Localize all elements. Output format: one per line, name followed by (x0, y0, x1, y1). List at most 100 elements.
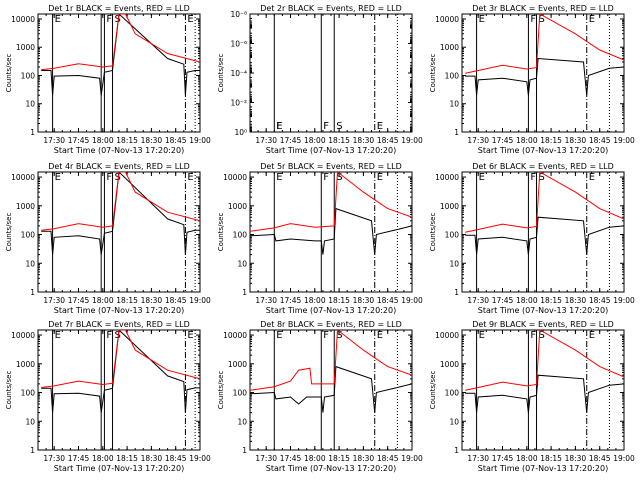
y-tick-label: 100 (21, 389, 36, 398)
x-tick-label: 17:30 (467, 136, 489, 145)
events-series-line (41, 330, 200, 413)
x-axis-label: Start Time (07-Nov-13 17:20:20) (54, 146, 184, 155)
y-tick-label: 10000 (11, 15, 35, 24)
lld-series-line (41, 172, 200, 231)
y-tick-label: 10⁻⁴ (230, 69, 247, 78)
x-tick-label: 17:45 (280, 454, 302, 463)
event-marker-letter: E (55, 14, 61, 25)
x-tick-label: 18:30 (565, 136, 587, 145)
y-tick-label: 10000 (223, 173, 247, 182)
x-tick-label: 18:45 (377, 136, 399, 145)
x-tick-label: 17:30 (467, 454, 489, 463)
plot-frame (461, 171, 625, 293)
x-tick-label: 18:00 (304, 296, 326, 305)
x-tick-label: 18:15 (540, 454, 562, 463)
y-tick-label: 10 (25, 417, 35, 426)
detector-panel: Det 4r BLACK = Events, RED = LLD 17:30 17:… (5, 162, 211, 315)
event-marker-letter: F (530, 172, 536, 183)
y-tick-label: 1000 (440, 202, 459, 211)
x-tick-label: 17:45 (492, 136, 514, 145)
x-tick-label: 17:30 (43, 136, 65, 145)
event-marker-letter: E (589, 172, 595, 183)
y-axis-label: Counts/sec (217, 213, 225, 252)
y-tick-label: 10000 (223, 331, 247, 340)
y-tick-label: 1000 (16, 43, 35, 52)
y-tick-label: 100 (21, 71, 36, 80)
y-tick-label: 10 (449, 100, 459, 109)
x-tick-label: 18:45 (165, 454, 187, 463)
x-tick-label: 18:00 (92, 136, 114, 145)
x-tick-label: 17:30 (467, 296, 489, 305)
lld-series-line (465, 14, 624, 74)
x-tick-label: 18:15 (328, 454, 350, 463)
y-tick-label: 10 (449, 259, 459, 268)
event-marker-letter: S (115, 172, 121, 183)
event-marker-letter: S (115, 330, 121, 341)
y-axis-label: Counts/sec (217, 54, 225, 93)
detector-panel: Det 8r BLACK = Events, RED = LLD 17:30 17:… (217, 320, 423, 473)
x-tick-label: 18:45 (165, 296, 187, 305)
event-marker-letter: S (336, 172, 342, 183)
y-tick-label: 1000 (440, 360, 459, 369)
y-tick-label: 10 (237, 417, 247, 426)
panel-title: Det 4r BLACK = Events, RED = LLD (48, 162, 190, 171)
y-tick-label: 10000 (11, 173, 35, 182)
panel-title: Det 7r BLACK = Events, RED = LLD (48, 320, 190, 329)
event-marker-letter: S (115, 14, 121, 25)
x-tick-label: 17:30 (255, 296, 277, 305)
y-tick-label: 10 (25, 100, 35, 109)
event-marker-letter: E (276, 330, 282, 341)
x-tick-label: 19:00 (613, 454, 635, 463)
event-marker-letter: F (323, 121, 329, 132)
x-axis-label: Start Time (07-Nov-13 17:20:20) (478, 306, 608, 315)
lld-series-line (250, 172, 412, 232)
x-tick-label: 19:00 (401, 136, 423, 145)
y-tick-label: 1 (30, 446, 35, 455)
x-tick-label: 18:15 (116, 136, 138, 145)
event-marker-letter: E (479, 330, 485, 341)
event-marker-letter: S (539, 172, 545, 183)
y-tick-label: 1 (242, 288, 247, 297)
x-tick-label: 18:45 (589, 136, 611, 145)
y-axis-label: Counts/sec (5, 371, 13, 410)
plot-frame (37, 329, 201, 451)
x-tick-label: 18:00 (304, 454, 326, 463)
lld-series-line (250, 330, 412, 391)
event-marker-letter: F (530, 330, 536, 341)
detector-panel: Det 7r BLACK = Events, RED = LLD 17:30 17:… (5, 320, 211, 473)
y-tick-label: 10000 (11, 331, 35, 340)
event-marker-letter: E (377, 121, 383, 132)
event-marker-letter: F (276, 121, 282, 132)
event-marker-letter: S (539, 330, 545, 341)
y-tick-label: 10 (449, 417, 459, 426)
event-marker-letter: E (187, 14, 193, 25)
events-series-line (250, 365, 412, 413)
x-tick-label: 18:15 (328, 136, 350, 145)
y-axis-label: Counts/sec (429, 213, 437, 252)
x-tick-label: 18:15 (328, 296, 350, 305)
y-tick-label: 1 (30, 288, 35, 297)
x-tick-label: 18:00 (304, 136, 326, 145)
x-axis-label: Start Time (07-Nov-13 17:20:20) (266, 306, 396, 315)
x-tick-label: 18:00 (516, 454, 538, 463)
x-axis-label: Start Time (07-Nov-13 17:20:20) (54, 464, 184, 473)
y-tick-label: 100 (445, 389, 460, 398)
events-series-line (41, 172, 200, 255)
x-tick-label: 17:30 (255, 454, 277, 463)
y-tick-label: 1000 (228, 202, 247, 211)
x-tick-label: 18:15 (540, 296, 562, 305)
detector-panel: Det 1r BLACK = Events, RED = LLD 17:30 17:… (5, 4, 211, 155)
x-tick-label: 18:15 (116, 296, 138, 305)
y-tick-label: 10⁰ (234, 128, 247, 137)
x-tick-label: 19:00 (401, 296, 423, 305)
y-tick-label: 100 (445, 231, 460, 240)
plot-frame (461, 329, 625, 451)
x-tick-label: 18:30 (353, 136, 375, 145)
x-tick-label: 18:30 (141, 136, 163, 145)
x-tick-label: 17:45 (68, 296, 90, 305)
event-marker-letter: S (539, 14, 545, 25)
y-tick-label: 1000 (440, 43, 459, 52)
events-series-line (250, 207, 412, 255)
y-tick-label: 1 (30, 128, 35, 137)
